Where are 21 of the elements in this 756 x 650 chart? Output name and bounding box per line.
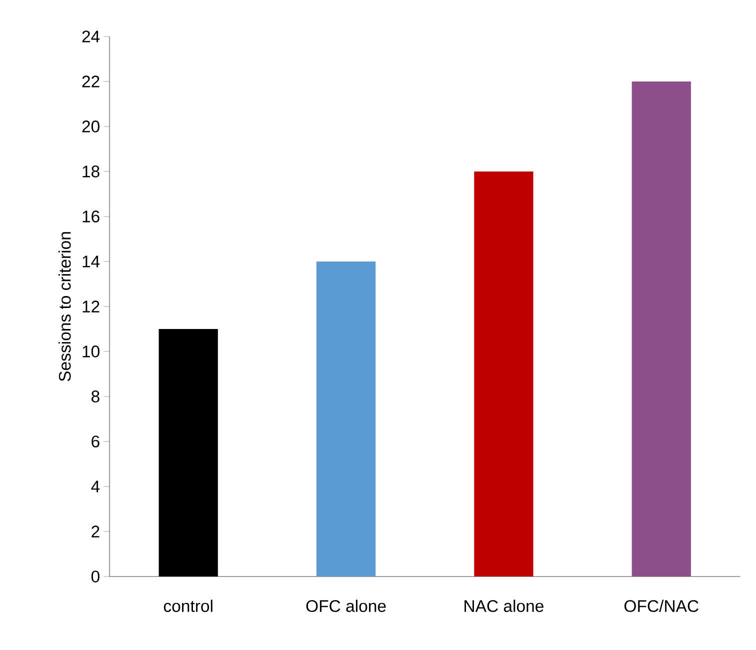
y-tick-label: 6 bbox=[92, 435, 100, 448]
bar bbox=[632, 81, 691, 576]
y-tick-label: 20 bbox=[82, 120, 100, 132]
y-tick-label: 18 bbox=[82, 165, 100, 178]
bar bbox=[474, 171, 534, 576]
y-axis-title: Sessions to criterion bbox=[58, 232, 71, 381]
y-tick-label: 14 bbox=[82, 256, 100, 268]
y-tick-label: 0 bbox=[91, 570, 100, 582]
x-tick-label: OFC/NAC bbox=[624, 600, 698, 612]
y-tick-label: 4 bbox=[91, 480, 100, 492]
y-tick-label: 12 bbox=[82, 300, 100, 312]
x-tick-label: control bbox=[164, 600, 212, 612]
y-tick-label: 24 bbox=[82, 30, 100, 42]
y-tick-label: 8 bbox=[92, 390, 100, 402]
y-tick-label: 10 bbox=[82, 345, 100, 358]
y-tick-label: 16 bbox=[82, 210, 100, 222]
y-tick-label: 2 bbox=[92, 525, 100, 538]
x-tick-label: OFC alone bbox=[306, 600, 386, 612]
x-tick-label: NAC alone bbox=[464, 600, 544, 612]
bar bbox=[316, 261, 376, 576]
y-tick-label: 22 bbox=[82, 75, 100, 88]
